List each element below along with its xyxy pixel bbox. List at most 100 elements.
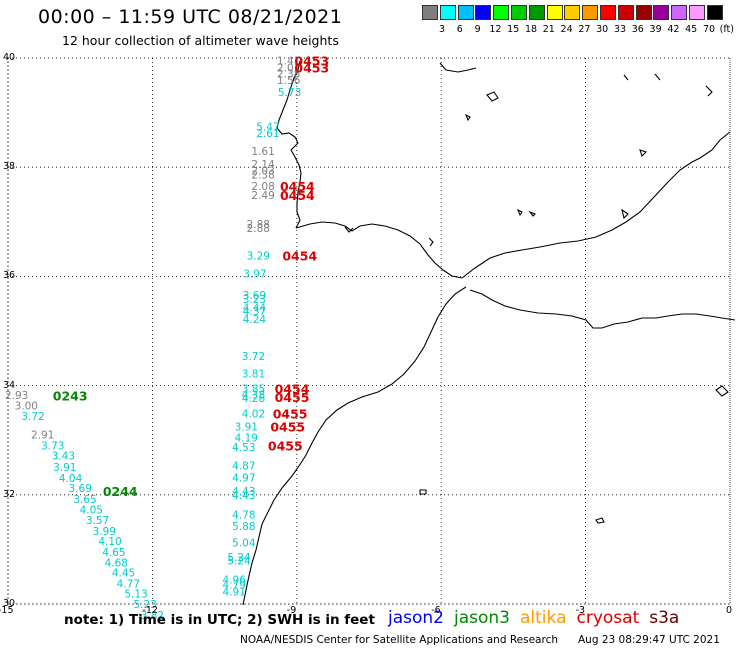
swh-value: 4.96 [223,574,247,586]
swh-value: 3.99 [93,526,116,538]
swh-value: 3.43 [52,450,75,462]
inland-feature [715,385,729,397]
colorbar-label: 24 [560,24,573,35]
swh-value: 4.44 [243,303,267,315]
page-subtitle: 12 hour collection of altimeter wave hei… [62,33,339,48]
swh-value: 2.14 [251,159,275,171]
colorbar-swatch [617,5,634,20]
longitude-label: -9 [286,605,297,616]
inland-feature [595,517,605,524]
colorbar-swatch [511,5,527,20]
swh-value: 5.23 [133,599,156,611]
africa-atlantic-coast [242,286,467,606]
pass-time-label: 0455 [275,390,310,405]
spain-north-coast [439,62,477,73]
colorbar-label: 33 [613,24,627,35]
colorbar-label: 27 [578,24,591,35]
swh-value: 4.10 [98,536,121,548]
colorbar-label: 3 [438,24,446,35]
inland-feature [528,210,536,217]
credit-line: NOAA/NESDIS Center for Satellite Applica… [240,634,558,646]
swh-value: 4.38 [242,389,265,401]
pass-time-label: 0454 [280,188,315,203]
africa-mediterranean-coast [469,289,736,329]
colorbar-swatch [493,5,510,20]
swh-value: 4.53 [232,442,255,454]
colorbar-swatch [475,5,492,20]
iberia-atlantic-coast [276,60,302,229]
swh-value: 2.03 [251,165,274,177]
latitude-label: 30 [3,598,16,609]
pass-time-label: 0454 [280,179,315,194]
latitude-label: 40 [3,52,16,63]
swh-value: 4.45 [112,567,135,579]
colorbar-label: 18 [524,24,538,35]
pass-time-label: 0454 [275,381,310,396]
swh-value: 4.37 [243,306,266,318]
swh-value: 5.88 [232,521,255,533]
pass-time-label: 0455 [268,439,303,454]
page-title: 00:00 – 11:59 UTC 08/21/2021 [38,6,343,28]
colorbar-label: 30 [596,24,609,35]
swh-value: 4.43 [232,486,255,498]
swh-value: 3.69 [69,483,92,495]
swh-value: 1.56 [277,75,301,87]
graticule-grid [7,57,731,605]
pass-time-label: 0243 [53,388,88,403]
longitude-label: -3 [575,605,586,616]
swh-value: 1.41 [277,56,300,68]
swh-value: 4.79 [223,579,246,591]
colorbar-label: 21 [542,24,555,35]
spain-mediterranean-coast [461,131,731,279]
colorbar-label: 15 [507,24,520,35]
inland-feature [516,208,523,217]
swh-value: 3.29 [247,251,270,263]
colorbar-swatch [528,5,545,20]
inland-feature [419,489,427,495]
colorbar-swatch [422,5,438,20]
swh-value: 4.91 [223,586,246,598]
swh-value: 5.04 [232,537,256,549]
swh-value: 4.68 [105,558,128,570]
inland-feature [654,73,661,81]
colorbar-label: 6 [456,24,463,35]
inland-feature [621,208,629,220]
colorbar-swatch [671,5,688,20]
swh-value: 4.05 [80,505,103,517]
inland-feature [486,91,499,102]
swh-value: 3.91 [53,462,76,474]
swh-value: 4.77 [117,578,140,590]
pass-time-label: 0455 [270,420,305,435]
colorbar-swatch [706,5,723,20]
colorbar-label: 70 [702,24,716,35]
satellite-legend-item: altika [520,608,567,628]
swh-value: 2.08 [251,181,274,193]
satellite-legend-item: jason2 [388,608,444,628]
swh-value: 4.24 [243,314,267,326]
satellite-legend-item: jason3 [454,608,510,628]
latitude-label: 38 [3,161,16,173]
colorbar-swatch [653,5,670,20]
colorbar-swatch [600,5,616,20]
swh-value: 4.04 [59,473,83,485]
generated-timestamp: Aug 23 08:29:47 UTC 2021 [578,634,720,646]
inland-feature [464,113,471,122]
swh-value: 4.19 [235,432,258,444]
swh-value: 1.61 [251,146,274,158]
swh-value: 5.73 [278,87,301,99]
inland-feature [639,149,648,158]
longitude-label: -12 [142,605,158,616]
swh-value: 4.43 [232,490,255,502]
swh-observations: 1.412.012.381.561.612.142.032.382.082.49… [5,56,301,622]
swh-value: 3.00 [15,400,38,412]
swh-value: 2.38 [277,68,300,80]
map-frame [7,57,731,605]
swh-value: 4.78 [232,509,255,521]
swh-value: 5.24 [227,552,251,564]
latitude-label: 32 [3,488,16,500]
swh-value: 2.49 [251,190,274,202]
colorbar-swatch [546,5,563,20]
swh-value: 3.91 [235,422,258,434]
swh-value: 3.72 [21,411,44,423]
